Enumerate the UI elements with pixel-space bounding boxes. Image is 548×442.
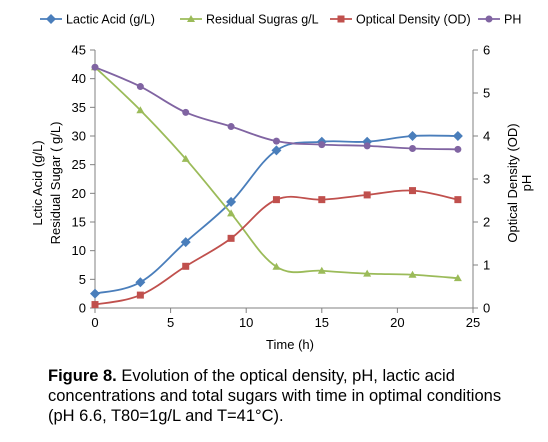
data-point (408, 270, 417, 278)
y-right-tick-label: 2 (483, 215, 490, 230)
data-point (180, 237, 191, 248)
y-left-tick-label: 30 (72, 129, 86, 144)
data-point (226, 196, 237, 207)
y-axis-left-label-2: Residual Sugar ( g/L) (48, 122, 63, 245)
y-axis-right-label-1: Optical Density (OD) (505, 123, 520, 242)
data-point (318, 141, 326, 149)
series-layer (90, 63, 463, 309)
data-point (409, 187, 417, 195)
data-point (135, 277, 146, 288)
series-line-1 (94, 66, 458, 280)
legend-label-0: Lactic Acid (g/L) (66, 13, 155, 27)
data-point (91, 63, 99, 71)
series-0 (90, 131, 463, 299)
y-right-tick-label: 6 (483, 43, 490, 58)
legend-marker-3 (485, 15, 493, 23)
y-right-tick-label: 3 (483, 172, 490, 187)
y-right-tick-label: 1 (483, 258, 490, 273)
series-line-0 (94, 134, 458, 295)
chart: Lactic Acid (g/L) Residual Sugras g/L Opti… (30, 13, 534, 353)
data-point (363, 191, 371, 199)
data-point (409, 144, 417, 152)
data-point (317, 266, 326, 274)
legend-label-1: Residual Sugras g/L (206, 13, 319, 27)
figure-caption-text: Evolution of the optical density, pH, la… (48, 367, 502, 425)
y-left-tick-label: 10 (72, 243, 86, 258)
data-point (454, 196, 462, 204)
x-tick-label: 10 (239, 315, 253, 330)
data-point (136, 83, 144, 91)
legend-label-3: PH (504, 13, 521, 27)
data-point (272, 262, 281, 270)
y-left-tick-label: 20 (72, 186, 86, 201)
data-point (227, 209, 236, 217)
data-point (136, 291, 144, 299)
legend-marker-0 (46, 14, 56, 24)
data-point (271, 145, 282, 156)
y-right-tick-label: 4 (483, 129, 490, 144)
x-tick-label: 5 (167, 315, 174, 330)
data-point (453, 274, 462, 282)
y-right-tick-label: 0 (483, 301, 490, 316)
series-1 (91, 63, 462, 282)
data-point (407, 131, 418, 141)
data-point (227, 234, 235, 242)
series-3 (91, 63, 462, 153)
x-tick-label: 25 (466, 315, 480, 330)
legend-label-2: Optical Density (OD) (356, 13, 471, 27)
legend: Lactic Acid (g/L) Residual Sugras g/L Opti… (40, 13, 521, 27)
data-point (363, 269, 372, 277)
data-point (318, 196, 326, 204)
x-tick-label: 20 (390, 315, 404, 330)
data-point (91, 301, 99, 309)
data-point (181, 154, 190, 162)
data-point (272, 196, 280, 204)
y-axis-left-label-1: Lctic Acid (g/L) (30, 140, 45, 225)
y-left-tick-label: 0 (79, 301, 86, 316)
data-point (90, 288, 100, 299)
legend-marker-2 (337, 15, 345, 23)
y-left-tick-label: 45 (72, 43, 86, 58)
y-left-tick-label: 40 (72, 71, 86, 86)
y-left-tick-label: 25 (72, 157, 86, 172)
legend-marker-1 (187, 15, 195, 22)
y-right-tick-label: 5 (483, 86, 490, 101)
series-line-2 (94, 189, 459, 306)
figure-label: Figure 8. (48, 367, 117, 385)
series-2 (91, 187, 462, 309)
y-left-tick-label: 15 (72, 215, 86, 230)
data-point (182, 262, 190, 270)
data-point (363, 142, 371, 150)
data-point (454, 145, 462, 153)
x-tick-label: 0 (91, 315, 98, 330)
y-left-tick-label: 5 (79, 272, 86, 287)
data-point (136, 106, 145, 114)
y-left-tick-label: 35 (72, 100, 86, 115)
data-point (452, 131, 463, 141)
figure-caption: Figure 8. Evolution of the optical densi… (48, 366, 518, 426)
y-axis-right-label-2: pH (519, 175, 534, 192)
data-point (227, 123, 235, 131)
x-tick-label: 15 (315, 315, 329, 330)
x-axis-label: Time (h) (266, 337, 314, 352)
data-point (272, 137, 280, 145)
data-point (182, 108, 190, 116)
